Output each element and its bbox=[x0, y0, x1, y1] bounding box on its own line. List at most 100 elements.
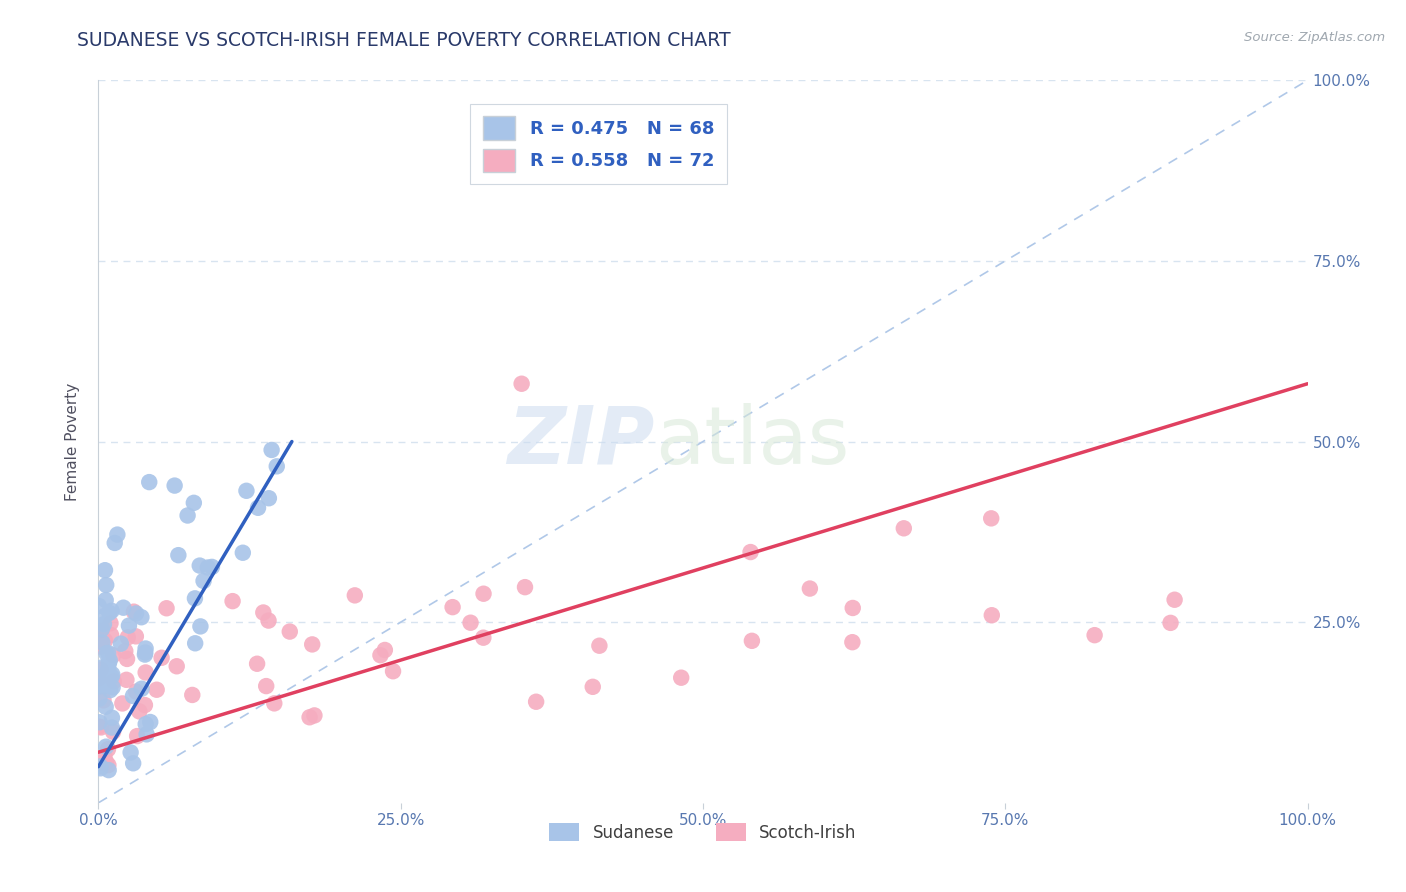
Point bbox=[101, 724, 124, 739]
Point bbox=[97, 742, 120, 756]
Point bbox=[89, 680, 111, 694]
Point bbox=[87, 599, 110, 613]
Point bbox=[120, 746, 142, 760]
Point bbox=[125, 684, 148, 698]
Point bbox=[100, 670, 122, 684]
Point bbox=[97, 661, 120, 675]
Text: Source: ZipAtlas.com: Source: ZipAtlas.com bbox=[1244, 31, 1385, 45]
Point bbox=[90, 640, 112, 654]
Point bbox=[460, 615, 482, 630]
Point bbox=[101, 648, 124, 663]
Point bbox=[145, 682, 167, 697]
Point bbox=[98, 606, 121, 620]
Point bbox=[100, 616, 122, 631]
Point bbox=[1163, 592, 1185, 607]
Point bbox=[842, 601, 865, 615]
Point bbox=[472, 587, 495, 601]
Point bbox=[118, 618, 141, 632]
Point bbox=[96, 668, 118, 682]
Point bbox=[298, 710, 321, 724]
Point bbox=[184, 591, 207, 606]
Point bbox=[980, 511, 1002, 525]
Point bbox=[89, 759, 111, 773]
Point bbox=[131, 610, 153, 624]
Text: atlas: atlas bbox=[655, 402, 849, 481]
Point bbox=[201, 560, 224, 574]
Point bbox=[301, 637, 323, 651]
Point bbox=[741, 633, 763, 648]
Point bbox=[150, 650, 173, 665]
Point bbox=[893, 521, 915, 535]
Point bbox=[163, 478, 186, 492]
Point bbox=[193, 574, 215, 588]
Point bbox=[980, 608, 1002, 623]
Point bbox=[111, 697, 134, 711]
Point bbox=[94, 679, 117, 693]
Point bbox=[87, 720, 110, 734]
Point bbox=[1160, 615, 1182, 630]
Point bbox=[374, 643, 396, 657]
Point bbox=[513, 580, 536, 594]
Point bbox=[122, 605, 145, 619]
Point bbox=[588, 639, 610, 653]
Point bbox=[257, 614, 280, 628]
Point bbox=[122, 689, 145, 703]
Point bbox=[91, 635, 114, 649]
Point bbox=[90, 622, 112, 636]
Point bbox=[252, 606, 274, 620]
Point bbox=[278, 624, 301, 639]
Point bbox=[110, 637, 132, 651]
Point bbox=[139, 714, 162, 729]
Point bbox=[221, 594, 243, 608]
Point bbox=[89, 691, 111, 706]
Point bbox=[235, 483, 257, 498]
Point bbox=[138, 475, 160, 489]
Point bbox=[190, 619, 212, 633]
Point bbox=[304, 708, 326, 723]
Point bbox=[184, 636, 207, 650]
Point bbox=[671, 671, 693, 685]
Text: ZIP: ZIP bbox=[508, 402, 655, 481]
Point bbox=[94, 608, 117, 623]
Point bbox=[89, 761, 111, 775]
Point bbox=[131, 681, 153, 696]
Point bbox=[128, 705, 150, 719]
Point bbox=[101, 711, 124, 725]
Point bbox=[472, 631, 495, 645]
Point bbox=[117, 631, 139, 645]
Point bbox=[90, 663, 112, 677]
Point bbox=[134, 648, 156, 662]
Point bbox=[87, 672, 110, 686]
Point bbox=[1084, 628, 1107, 642]
Point bbox=[100, 628, 122, 642]
Point bbox=[89, 715, 111, 730]
Point bbox=[115, 652, 138, 666]
Point bbox=[197, 560, 219, 574]
Point bbox=[94, 593, 117, 607]
Point bbox=[188, 558, 211, 573]
Point bbox=[167, 548, 190, 562]
Point bbox=[254, 679, 277, 693]
Point bbox=[91, 660, 114, 674]
Point bbox=[96, 756, 118, 770]
Point bbox=[90, 721, 112, 735]
Point bbox=[87, 625, 110, 640]
Point bbox=[114, 644, 136, 658]
Text: SUDANESE VS SCOTCH-IRISH FEMALE POVERTY CORRELATION CHART: SUDANESE VS SCOTCH-IRISH FEMALE POVERTY … bbox=[77, 31, 731, 50]
Point bbox=[90, 624, 112, 638]
Point bbox=[101, 721, 124, 735]
Point bbox=[183, 496, 205, 510]
Point bbox=[89, 634, 111, 648]
Point bbox=[93, 693, 115, 707]
Point bbox=[122, 756, 145, 771]
Point bbox=[97, 763, 120, 777]
Point bbox=[524, 695, 547, 709]
Point bbox=[155, 601, 177, 615]
Point bbox=[94, 633, 117, 648]
Point bbox=[101, 667, 124, 681]
Point bbox=[232, 546, 254, 560]
Point bbox=[125, 607, 148, 621]
Point bbox=[94, 563, 117, 577]
Legend: Sudanese, Scotch-Irish: Sudanese, Scotch-Irish bbox=[543, 817, 863, 848]
Point bbox=[841, 635, 863, 649]
